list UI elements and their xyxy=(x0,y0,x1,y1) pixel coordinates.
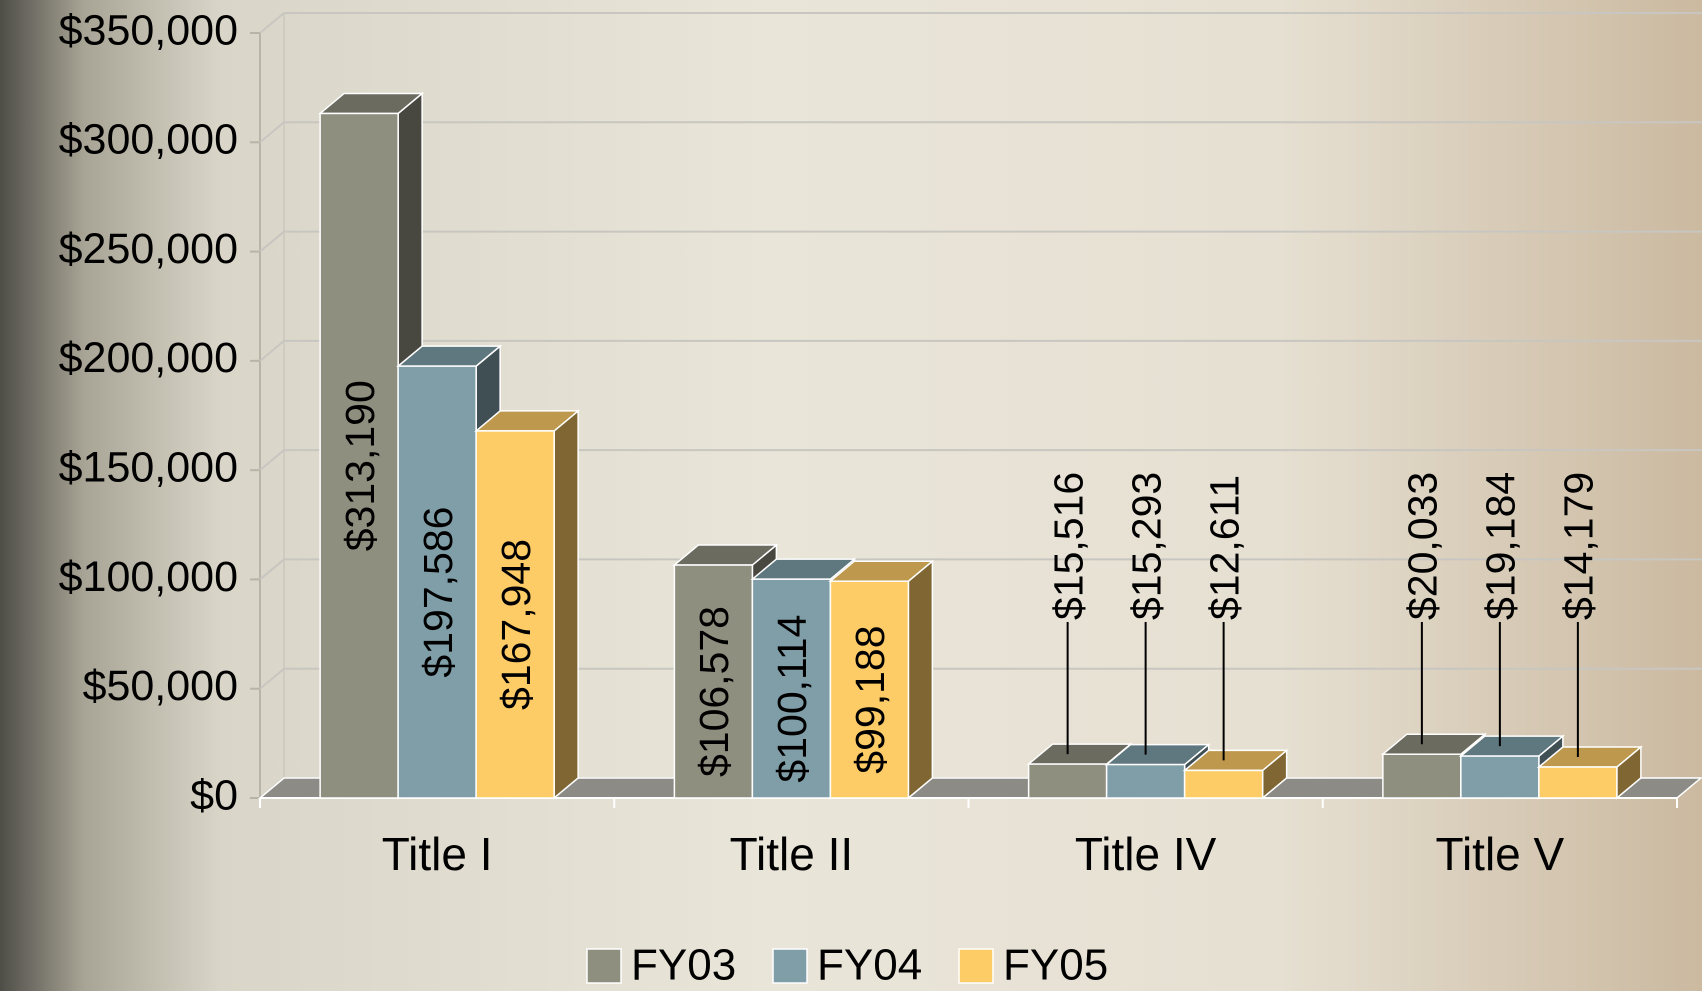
legend-label: FY05 xyxy=(1003,941,1108,990)
grid-diag xyxy=(259,340,285,362)
bar xyxy=(673,564,754,799)
x-tick-label: Title II xyxy=(730,828,854,880)
legend-swatch xyxy=(586,948,622,984)
data-label: $313,190 xyxy=(337,380,383,551)
data-label: $14,179 xyxy=(1556,472,1602,620)
grid-diag xyxy=(259,230,285,253)
y-tick-label: $200,000 xyxy=(59,334,238,382)
y-tick-label: $100,000 xyxy=(59,553,238,601)
bar xyxy=(475,430,555,799)
bar xyxy=(829,580,910,799)
data-label: $15,516 xyxy=(1045,472,1091,620)
x-tick-label: Title IV xyxy=(1075,828,1217,880)
bar xyxy=(1183,769,1264,799)
x-tick-label: Title V xyxy=(1436,828,1565,880)
legend-swatch xyxy=(772,948,808,984)
data-label: $167,948 xyxy=(493,539,539,710)
y-tick-label: $150,000 xyxy=(59,444,238,492)
y-tick-label: $300,000 xyxy=(59,116,238,164)
bar xyxy=(1027,763,1108,799)
bar xyxy=(1382,753,1462,799)
legend-label: FY03 xyxy=(631,941,736,990)
bar xyxy=(397,365,477,799)
data-label: $19,184 xyxy=(1478,472,1524,620)
grid-diag xyxy=(259,449,285,471)
data-label: $100,114 xyxy=(769,615,815,783)
data-label: $106,578 xyxy=(691,606,737,777)
x-tick-label: Title I xyxy=(382,828,493,880)
data-label: $20,033 xyxy=(1400,472,1446,620)
bar-side xyxy=(907,559,934,800)
data-label: $197,586 xyxy=(415,507,461,678)
bar xyxy=(1105,763,1186,799)
data-label: $12,611 xyxy=(1201,475,1247,620)
legend-label: FY04 xyxy=(817,941,922,990)
grid-diag xyxy=(259,12,285,34)
bar xyxy=(1460,755,1540,799)
legend-swatch xyxy=(958,948,994,984)
bar xyxy=(1538,766,1618,799)
grid-diag xyxy=(259,121,285,144)
y-tick-label: $50,000 xyxy=(83,662,238,710)
y-tick-label: $0 xyxy=(190,771,238,819)
data-label: $15,293 xyxy=(1123,472,1169,620)
data-label: $99,188 xyxy=(847,625,893,773)
y-tick-label: $250,000 xyxy=(59,225,238,273)
grid-diag xyxy=(259,667,285,690)
bar-side xyxy=(553,409,579,800)
grid-diag xyxy=(259,558,285,581)
y-tick-label: $350,000 xyxy=(59,6,238,54)
